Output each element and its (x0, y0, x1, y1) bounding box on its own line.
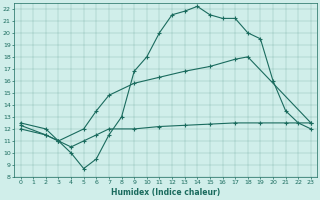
X-axis label: Humidex (Indice chaleur): Humidex (Indice chaleur) (111, 188, 220, 197)
